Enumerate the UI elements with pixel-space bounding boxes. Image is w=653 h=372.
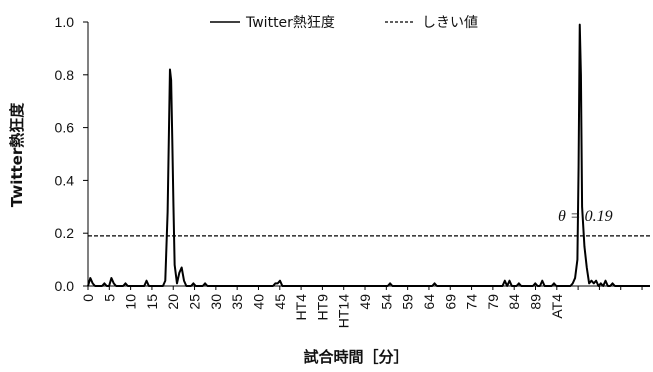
x-tick-label: 84 [506,294,522,310]
y-tick-label: 1.0 [55,14,75,30]
x-tick-label: 64 [421,294,437,310]
series-line-1 [87,23,650,287]
x-tick-label: 20 [165,294,181,310]
x-tick-label: HT9 [314,294,330,321]
legend: Twitter熱狂度 しきい値 [210,15,478,31]
x-axis-title: 試合時間［分］ [303,348,408,366]
y-tick-label: 0.2 [55,225,75,241]
x-tick-label: 69 [442,294,458,310]
x-tick-label: HT4 [293,294,309,321]
x-axis-ticks: 0 5 10 15 20 25 30 35 40 45 HT4 HT9 HT14 49 54 59 64 69 74… [80,286,643,328]
y-tick-label: 0.8 [55,67,75,83]
y-tick-label: 0.6 [55,120,75,136]
y-axis-title: Twitter熱狂度 [8,102,26,207]
x-tick-label: 35 [229,294,245,310]
threshold-annotation: θ = 0.19 [558,208,613,225]
x-tick-label: 59 [400,294,416,310]
x-tick-label: 25 [187,294,203,310]
y-axis-ticks: 0.0 0.2 0.4 0.6 0.8 1.0 [55,14,88,294]
y-tick-label: 0.4 [55,172,75,188]
legend-label-series-1: Twitter熱狂度 [245,15,335,31]
x-tick-label: 0 [80,294,96,302]
x-tick-label: 89 [527,294,543,310]
x-tick-label: 49 [357,294,373,310]
x-tick-label: HT14 [336,294,352,328]
series-layer [87,23,650,287]
x-tick-label: AT4 [549,294,565,319]
legend-label-threshold: しきい値 [422,15,478,31]
x-tick-label: 74 [464,294,480,310]
x-tick-label: 54 [378,294,394,310]
x-tick-label: 40 [250,294,266,310]
x-tick-label: 15 [144,294,160,310]
x-tick-label: 79 [485,294,501,310]
y-tick-label: 0.0 [55,278,75,294]
x-tick-label: 5 [101,294,117,302]
x-tick-label: 45 [272,294,288,310]
x-tick-label: 30 [208,294,224,310]
x-tick-label: 10 [123,294,139,310]
